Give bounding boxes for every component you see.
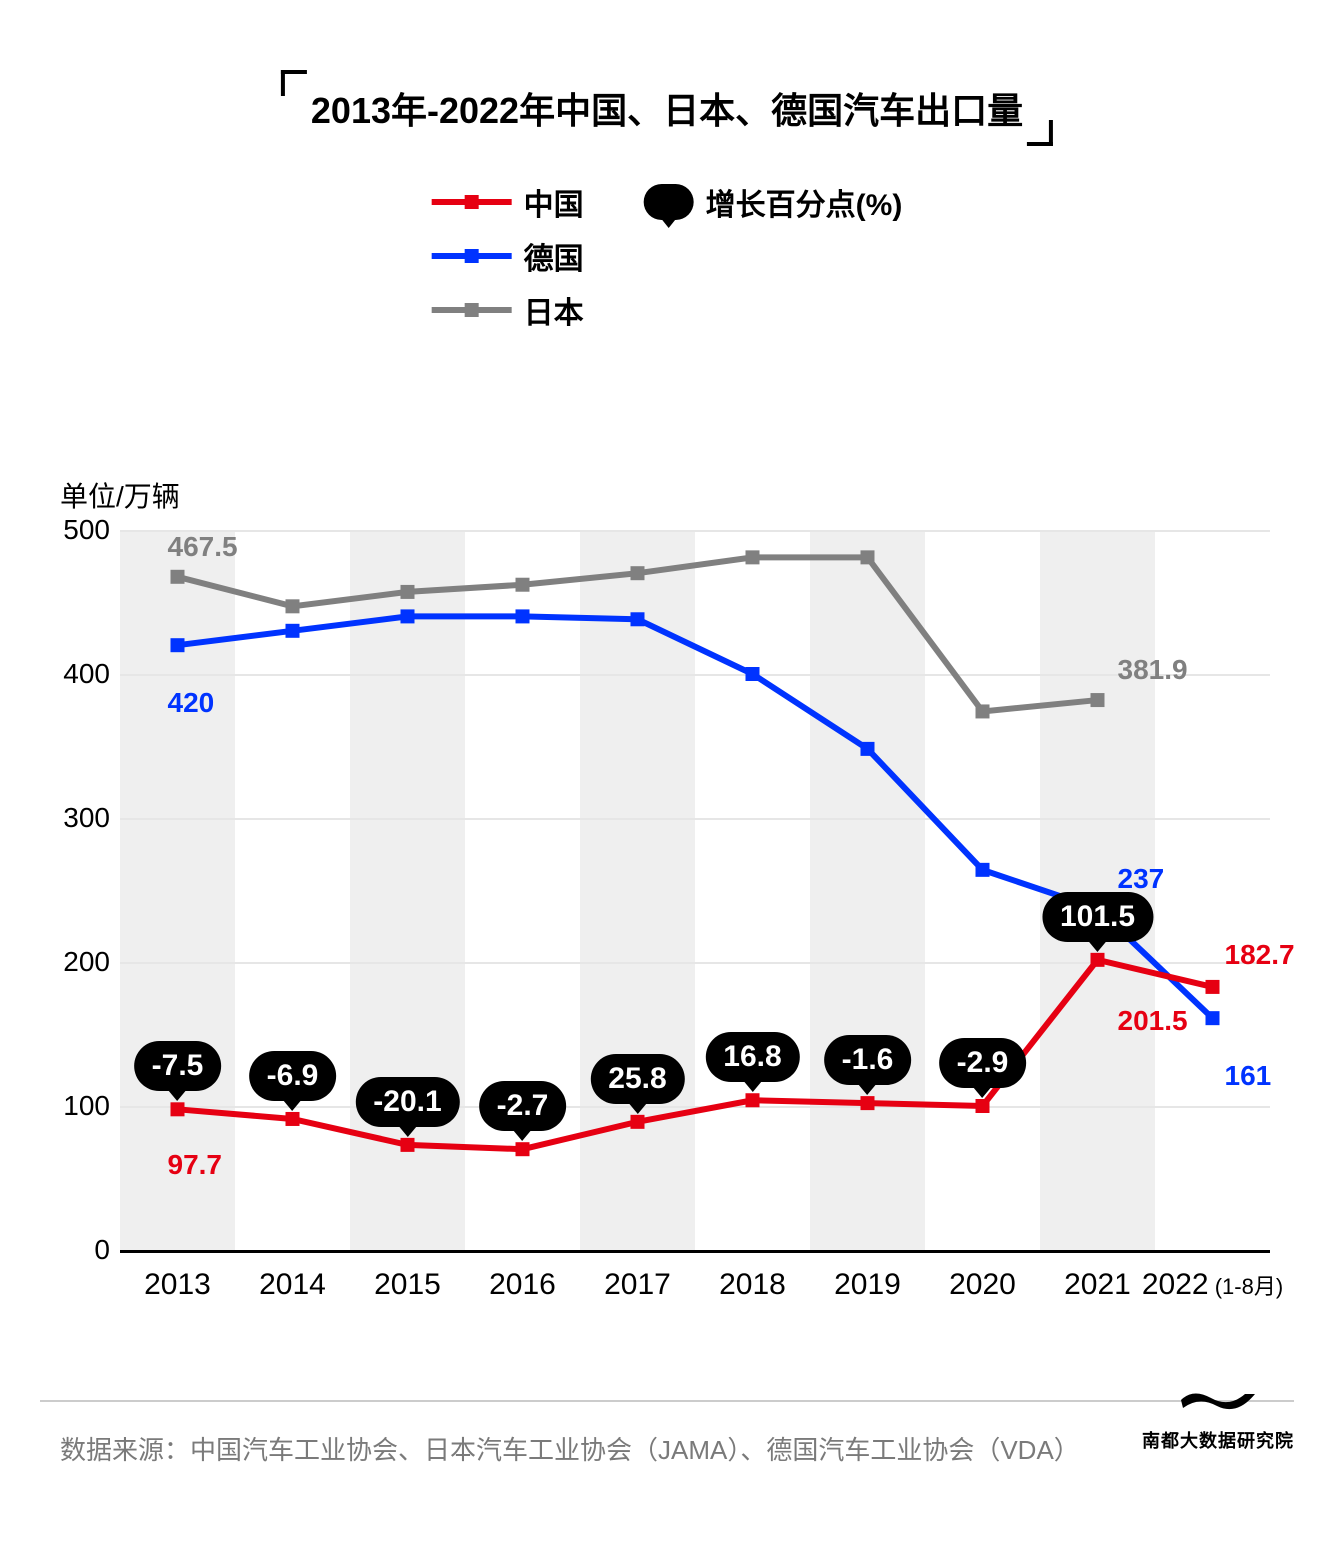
- point-label-japan: 381.9: [1118, 654, 1188, 686]
- legend-item-japan: 日本: [432, 288, 584, 332]
- series-marker-japan: [746, 550, 760, 564]
- bubble-icon: [644, 184, 694, 220]
- legend-item-germany: 德国: [432, 234, 584, 278]
- series-marker-germany: [516, 609, 530, 623]
- point-label-china: 97.7: [168, 1149, 223, 1181]
- x-tick-label: 2018: [719, 1268, 786, 1302]
- publisher-logo: 南都大数据研究院: [1142, 1380, 1294, 1453]
- point-label-japan: 467.5: [168, 531, 238, 563]
- series-marker-japan: [861, 550, 875, 564]
- x-tick-label: 2020: [949, 1268, 1016, 1302]
- series-marker-japan: [631, 566, 645, 580]
- legend-item-china: 中国: [432, 180, 584, 224]
- legend-swatch-germany: [432, 253, 512, 259]
- x-tick-label: 2019: [834, 1268, 901, 1302]
- growth-bubble: -20.1: [355, 1077, 459, 1127]
- footer-divider: [40, 1400, 1294, 1402]
- series-marker-china: [286, 1112, 300, 1126]
- point-label-germany: 237: [1118, 863, 1165, 895]
- growth-bubble: 16.8: [705, 1032, 799, 1082]
- series-marker-china: [1206, 980, 1220, 994]
- growth-bubble: -2.7: [479, 1081, 567, 1131]
- legend-growth-label: 增长百分点(%): [706, 180, 903, 224]
- x-tick-label: 2021: [1064, 1268, 1131, 1302]
- series-marker-china: [861, 1096, 875, 1110]
- series-marker-japan: [171, 570, 185, 584]
- series-marker-germany: [286, 624, 300, 638]
- series-marker-germany: [746, 667, 760, 681]
- legend-swatch-china: [432, 199, 512, 205]
- legend-label-china: 中国: [524, 180, 584, 224]
- y-axis-unit: 单位/万辆: [60, 475, 180, 515]
- series-marker-china: [171, 1102, 185, 1116]
- series-marker-germany: [401, 609, 415, 623]
- growth-bubble: -1.6: [824, 1035, 912, 1085]
- series-marker-japan: [976, 704, 990, 718]
- series-marker-china: [746, 1093, 760, 1107]
- series-marker-china: [516, 1142, 530, 1156]
- x-tick-label: 2017: [604, 1268, 671, 1302]
- legend-label-germany: 德国: [524, 234, 584, 278]
- title-box: 2013年-2022年中国、日本、德国汽车出口量: [281, 70, 1053, 146]
- gridline: [120, 1250, 1270, 1253]
- x-tick-note: (1-8月): [1209, 1274, 1284, 1299]
- point-label-china: 182.7: [1225, 939, 1295, 971]
- series-marker-china: [1091, 953, 1105, 967]
- series-marker-japan: [401, 585, 415, 599]
- series-marker-germany: [171, 638, 185, 652]
- point-label-germany: 420: [168, 687, 215, 719]
- series-marker-china: [976, 1099, 990, 1113]
- series-marker-china: [631, 1115, 645, 1129]
- growth-bubble: 101.5: [1042, 892, 1153, 942]
- x-tick-label: 2015: [374, 1268, 441, 1302]
- series-marker-germany: [1206, 1011, 1220, 1025]
- y-tick-label: 400: [63, 658, 110, 690]
- growth-bubble: 25.8: [590, 1054, 684, 1104]
- data-source: 数据来源：中国汽车工业协会、日本汽车工业协会（JAMA）、德国汽车工业协会（VD…: [60, 1430, 1080, 1467]
- title-corner-tl: [281, 70, 307, 96]
- series-marker-japan: [516, 578, 530, 592]
- series-marker-germany: [861, 742, 875, 756]
- series-line-china: [178, 960, 1213, 1149]
- y-tick-label: 300: [63, 802, 110, 834]
- chart-svg: [120, 530, 1270, 1250]
- y-tick-label: 500: [63, 514, 110, 546]
- series-marker-germany: [976, 863, 990, 877]
- title-corner-br: [1027, 120, 1053, 146]
- series-line-japan: [178, 557, 1098, 711]
- point-label-china: 201.5: [1118, 1005, 1188, 1037]
- growth-bubble: -2.9: [939, 1038, 1027, 1088]
- series-marker-japan: [286, 599, 300, 613]
- legend-series-col: 中国德国日本: [432, 180, 584, 332]
- growth-bubble: -7.5: [134, 1041, 222, 1091]
- chart-title-container: 2013年-2022年中国、日本、德国汽车出口量: [281, 70, 1053, 146]
- x-tick-label: 2014: [259, 1268, 326, 1302]
- x-tick-label: 2016: [489, 1268, 556, 1302]
- chart-title: 2013年-2022年中国、日本、德国汽车出口量: [311, 82, 1023, 134]
- chart-plot-area: 0100200300400500201320142015201620172018…: [120, 530, 1270, 1250]
- series-marker-germany: [631, 612, 645, 626]
- legend-label-japan: 日本: [524, 288, 584, 332]
- x-tick-label: 2022 (1-8月): [1142, 1268, 1283, 1302]
- legend-growth: 增长百分点(%): [644, 180, 903, 224]
- legend-swatch-japan: [432, 307, 512, 313]
- y-tick-label: 100: [63, 1090, 110, 1122]
- growth-bubble: -6.9: [249, 1051, 337, 1101]
- series-line-germany: [178, 616, 1213, 1018]
- y-tick-label: 0: [94, 1234, 110, 1266]
- x-tick-label: 2013: [144, 1268, 211, 1302]
- series-marker-china: [401, 1138, 415, 1152]
- legend: 中国德国日本 增长百分点(%): [432, 180, 903, 332]
- y-tick-label: 200: [63, 946, 110, 978]
- series-marker-japan: [1091, 693, 1105, 707]
- logo-text: 南都大数据研究院: [1142, 1427, 1294, 1453]
- logo-mark-icon: [1173, 1380, 1263, 1422]
- point-label-germany: 161: [1225, 1060, 1272, 1092]
